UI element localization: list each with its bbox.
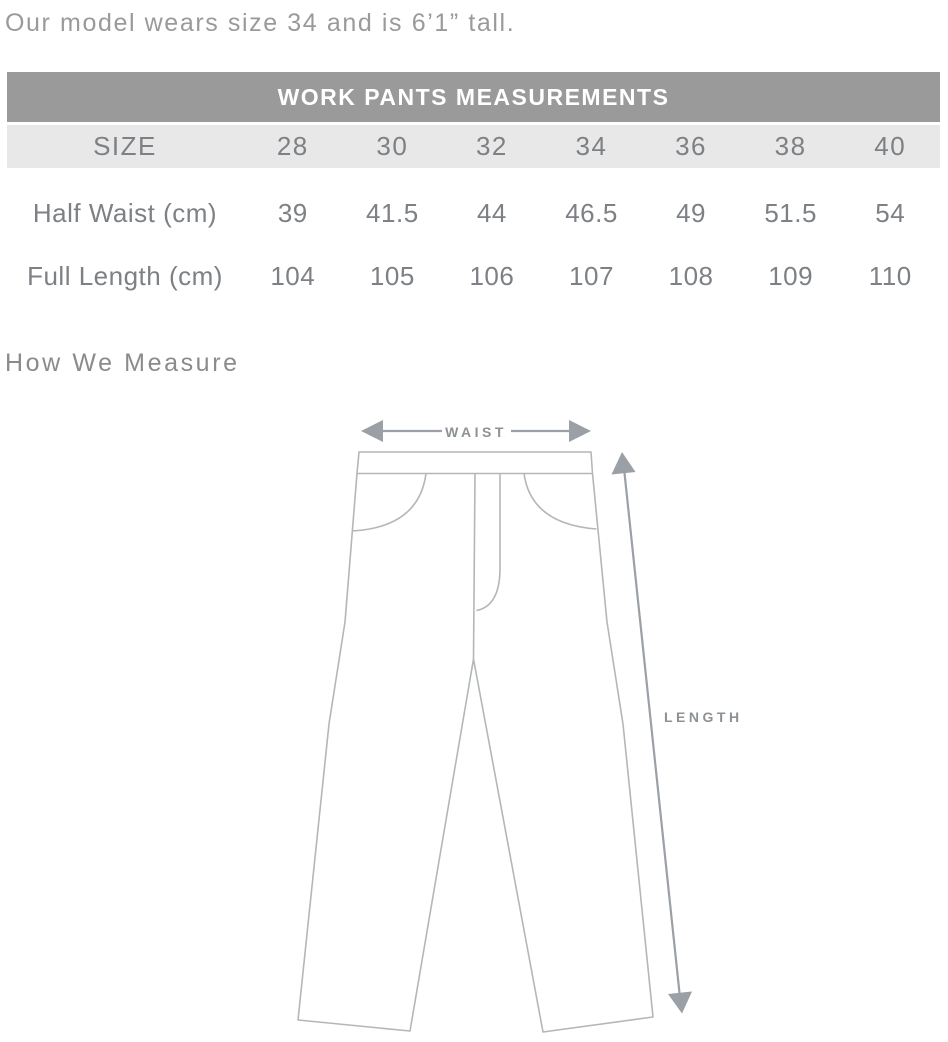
full-length-value: 105 — [369, 260, 415, 291]
length-arrow: LENGTH — [611, 452, 743, 1014]
waist-arrow: WAIST — [361, 420, 591, 442]
size-col-34: 34 — [575, 131, 608, 161]
length-arrow-shaft — [623, 472, 681, 994]
waist-label: WAIST — [445, 424, 507, 440]
size-col-32: 32 — [475, 131, 508, 161]
full-length-value: 104 — [270, 260, 316, 291]
how-we-measure-heading: How We Measure — [5, 349, 240, 377]
size-chart: WORK PANTS MEASUREMENTS SIZE 28 30 32 34… — [7, 72, 940, 298]
pants-legs-outline — [297, 473, 654, 1033]
size-chart-title-bar: WORK PANTS MEASUREMENTS — [7, 72, 940, 122]
size-col-36: 36 — [675, 131, 708, 161]
size-col-28: 28 — [276, 131, 309, 161]
pants-left-pocket-curve — [352, 473, 427, 532]
row-label-half-waist: Half Waist (cm) — [32, 197, 218, 228]
size-col-38: 38 — [774, 131, 807, 161]
half-waist-value: 44 — [476, 197, 507, 228]
pants-fly-curve — [476, 473, 501, 612]
full-length-value: 109 — [768, 260, 814, 291]
pants-fly-seam — [472, 473, 476, 660]
size-col-30: 30 — [376, 131, 409, 161]
half-waist-value: 46.5 — [565, 197, 618, 228]
waist-arrow-head-right-icon — [569, 420, 591, 442]
half-waist-value: 51.5 — [764, 197, 817, 228]
size-header-label: SIZE — [93, 131, 157, 161]
full-length-value: 108 — [668, 260, 714, 291]
size-chart-title: WORK PANTS MEASUREMENTS — [277, 83, 670, 110]
size-col-40: 40 — [874, 131, 907, 161]
size-header-row: SIZE 28 30 32 34 36 38 40 — [7, 125, 940, 168]
half-waist-value: 49 — [676, 197, 707, 228]
model-size-note: Our model wears size 34 and is 6’1” tall… — [5, 9, 516, 37]
table-row-half-waist: Half Waist (cm) 39 41.5 44 46.5 49 51.5 … — [7, 191, 940, 235]
pants-right-pocket-curve — [523, 473, 597, 530]
pants-waistband — [356, 451, 594, 475]
length-arrow-head-top-icon — [611, 452, 636, 475]
length-arrow-head-bottom-icon — [668, 991, 692, 1014]
length-label: LENGTH — [664, 709, 743, 725]
row-label-full-length: Full Length (cm) — [27, 260, 223, 291]
full-length-value: 107 — [569, 260, 614, 291]
half-waist-value: 54 — [875, 197, 906, 228]
half-waist-value: 39 — [277, 197, 308, 228]
table-row-full-length: Full Length (cm) 104 105 106 107 108 109… — [7, 254, 940, 298]
full-length-value: 106 — [469, 260, 515, 291]
half-waist-value: 41.5 — [366, 197, 419, 228]
full-length-value: 110 — [868, 260, 912, 291]
waist-arrow-head-left-icon — [361, 420, 383, 442]
